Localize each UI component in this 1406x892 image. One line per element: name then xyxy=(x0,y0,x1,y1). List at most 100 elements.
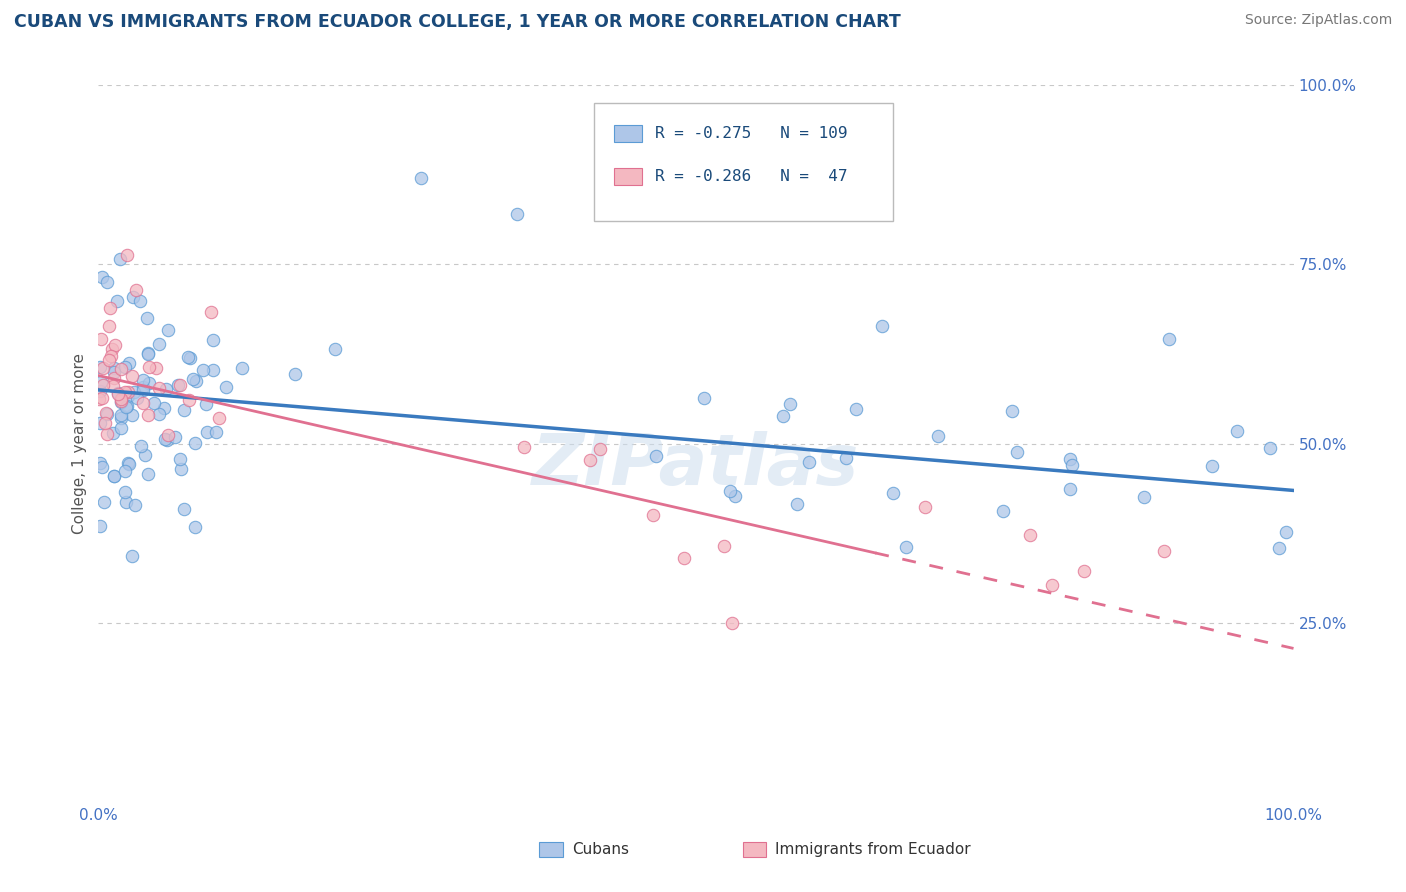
FancyBboxPatch shape xyxy=(742,842,766,856)
Point xyxy=(208,411,231,425)
Text: Source: ZipAtlas.com: Source: ZipAtlas.com xyxy=(1244,13,1392,28)
Point xyxy=(107,386,129,401)
Point xyxy=(797,455,820,469)
Point xyxy=(181,371,204,385)
Point xyxy=(165,430,187,444)
Point xyxy=(1007,445,1029,459)
Point xyxy=(142,396,165,410)
Point xyxy=(152,401,174,415)
Point xyxy=(148,381,170,395)
Point xyxy=(107,387,129,401)
Point xyxy=(411,171,433,186)
Point xyxy=(201,363,224,377)
Point xyxy=(1001,404,1024,418)
Point xyxy=(91,270,114,285)
Point xyxy=(578,452,600,467)
Point xyxy=(724,490,747,504)
Point xyxy=(136,347,159,361)
Text: ZIPatlas: ZIPatlas xyxy=(533,431,859,500)
Point xyxy=(1059,482,1081,496)
Point xyxy=(117,388,139,402)
Point xyxy=(1226,425,1249,439)
Text: Cubans: Cubans xyxy=(572,842,628,857)
Point xyxy=(845,402,868,417)
Point xyxy=(89,416,111,430)
Point xyxy=(108,252,131,266)
Point xyxy=(96,427,118,442)
Point xyxy=(100,349,122,363)
Point xyxy=(110,362,132,376)
Point xyxy=(89,392,111,406)
Point xyxy=(872,319,894,334)
Point xyxy=(103,371,125,385)
Point xyxy=(184,520,207,534)
Point xyxy=(155,382,177,396)
Point xyxy=(138,408,160,422)
Point xyxy=(169,451,191,466)
Point xyxy=(721,616,744,631)
Point xyxy=(914,500,936,514)
Point xyxy=(191,363,214,377)
Point xyxy=(1153,544,1175,558)
Point xyxy=(90,392,112,406)
Point xyxy=(110,394,132,409)
Point xyxy=(148,407,170,421)
Point xyxy=(589,442,612,456)
Point xyxy=(205,425,228,440)
Point xyxy=(103,361,125,376)
Point xyxy=(231,360,253,375)
Point xyxy=(1060,458,1083,472)
Point xyxy=(195,397,218,411)
Point xyxy=(89,456,111,470)
Point xyxy=(122,290,145,304)
Point xyxy=(641,508,664,522)
Point xyxy=(835,450,858,465)
Point xyxy=(117,456,139,470)
Point xyxy=(121,408,143,422)
Point xyxy=(713,539,735,553)
Point xyxy=(91,361,114,376)
Point xyxy=(184,436,207,450)
Point xyxy=(132,380,155,394)
Point xyxy=(90,332,112,346)
FancyBboxPatch shape xyxy=(613,168,643,186)
Text: R = -0.275   N = 109: R = -0.275 N = 109 xyxy=(655,126,848,141)
Point xyxy=(101,425,124,440)
Point xyxy=(98,352,121,367)
Point xyxy=(125,283,148,297)
Point xyxy=(127,391,149,405)
Point xyxy=(215,380,238,394)
Point xyxy=(90,460,112,475)
Point xyxy=(103,365,125,379)
Point xyxy=(110,394,132,409)
Point xyxy=(1040,578,1063,592)
Point xyxy=(96,275,118,289)
Point xyxy=(114,464,136,478)
Point xyxy=(155,432,177,446)
Point xyxy=(512,440,534,454)
Point xyxy=(121,549,143,563)
Point xyxy=(195,425,218,440)
Point xyxy=(186,374,208,388)
FancyBboxPatch shape xyxy=(613,125,643,142)
Point xyxy=(145,361,167,376)
Point xyxy=(134,448,156,462)
Point xyxy=(104,337,127,351)
Point xyxy=(202,333,225,347)
FancyBboxPatch shape xyxy=(595,103,893,221)
Point xyxy=(1059,452,1081,467)
Point xyxy=(1268,541,1291,556)
Point xyxy=(506,207,529,221)
Point xyxy=(103,469,125,483)
Point xyxy=(1274,524,1296,539)
Point xyxy=(98,301,121,315)
Point xyxy=(101,379,124,393)
Point xyxy=(103,468,125,483)
Point xyxy=(89,360,111,375)
Point xyxy=(284,367,307,381)
Point xyxy=(129,439,152,453)
Text: Immigrants from Ecuador: Immigrants from Ecuador xyxy=(775,842,970,857)
Point xyxy=(122,385,145,400)
Point xyxy=(129,294,152,309)
Point xyxy=(114,385,136,400)
